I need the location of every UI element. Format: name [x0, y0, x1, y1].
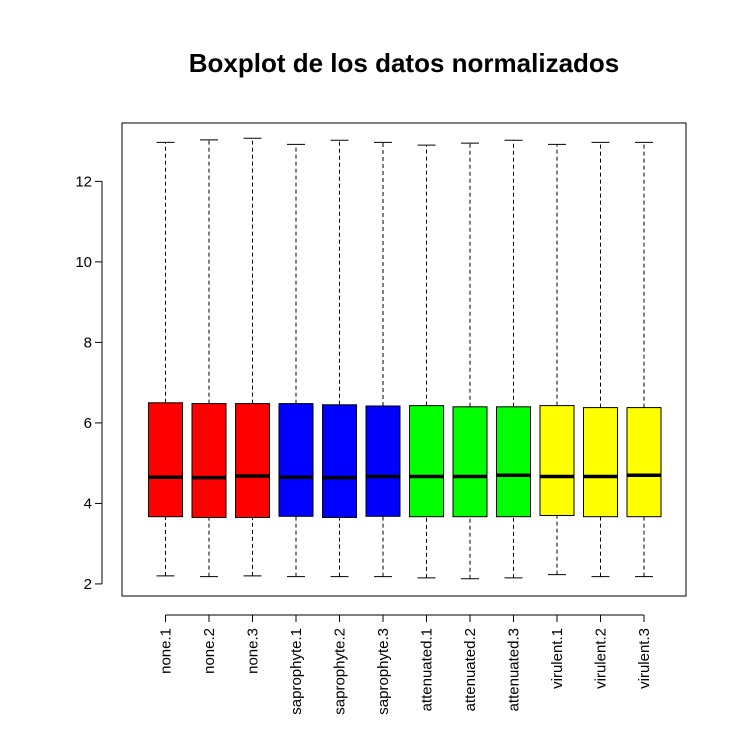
iqr-box [278, 403, 314, 517]
box-attenuated.2 [452, 142, 488, 580]
iqr-box [322, 404, 357, 519]
x-tick-label: attenuated.2 [462, 628, 479, 711]
x-axis: none.1 none.2 none.3 saprophyte.1 saprophyte… [158, 614, 653, 715]
chart-title: Boxplot de los datos normalizados [189, 48, 620, 78]
iqr-box [148, 402, 183, 518]
y-tick-label: 8 [84, 334, 92, 351]
y-tick-label: 2 [84, 576, 92, 593]
iqr-box [539, 405, 575, 516]
box-virulent.2 [583, 141, 618, 578]
y-tick-label: 4 [84, 495, 92, 512]
x-tick-label: virulent.2 [593, 628, 610, 689]
box-virulent.3 [626, 141, 662, 578]
box-series [148, 137, 662, 580]
iqr-box [626, 407, 662, 518]
iqr-box [496, 406, 531, 518]
y-tick-label: 6 [84, 415, 92, 432]
box-attenuated.1 [409, 144, 444, 579]
y-tick-label: 12 [75, 173, 92, 190]
x-tick-label: saprophyte.3 [375, 628, 392, 715]
x-tick-label: saprophyte.2 [332, 628, 349, 715]
box-none.1 [148, 141, 183, 577]
y-tick-label: 10 [75, 254, 92, 271]
x-tick-label: saprophyte.1 [288, 628, 305, 715]
iqr-box [409, 405, 444, 518]
box-saprophyte.1 [278, 143, 314, 578]
box-none.2 [191, 139, 227, 578]
box-virulent.1 [539, 143, 575, 576]
x-tick-label: none.2 [201, 628, 218, 674]
iqr-box [191, 403, 227, 519]
box-attenuated.3 [496, 139, 531, 579]
box-none.3 [235, 137, 270, 577]
x-tick-label: virulent.1 [549, 628, 566, 689]
x-tick-label: virulent.3 [636, 628, 653, 689]
plot-frame [121, 122, 687, 597]
y-axis: 2 4 6 8 10 12 [75, 173, 103, 593]
x-tick-label: none.3 [245, 628, 262, 674]
box-saprophyte.2 [322, 139, 357, 578]
iqr-box [452, 406, 488, 518]
iqr-box [235, 403, 270, 519]
iqr-box [365, 405, 401, 517]
x-tick-label: attenuated.3 [506, 628, 523, 711]
box-saprophyte.3 [365, 141, 401, 578]
x-tick-label: attenuated.1 [419, 628, 436, 711]
x-tick-label: none.1 [158, 628, 175, 674]
iqr-box [583, 407, 618, 518]
